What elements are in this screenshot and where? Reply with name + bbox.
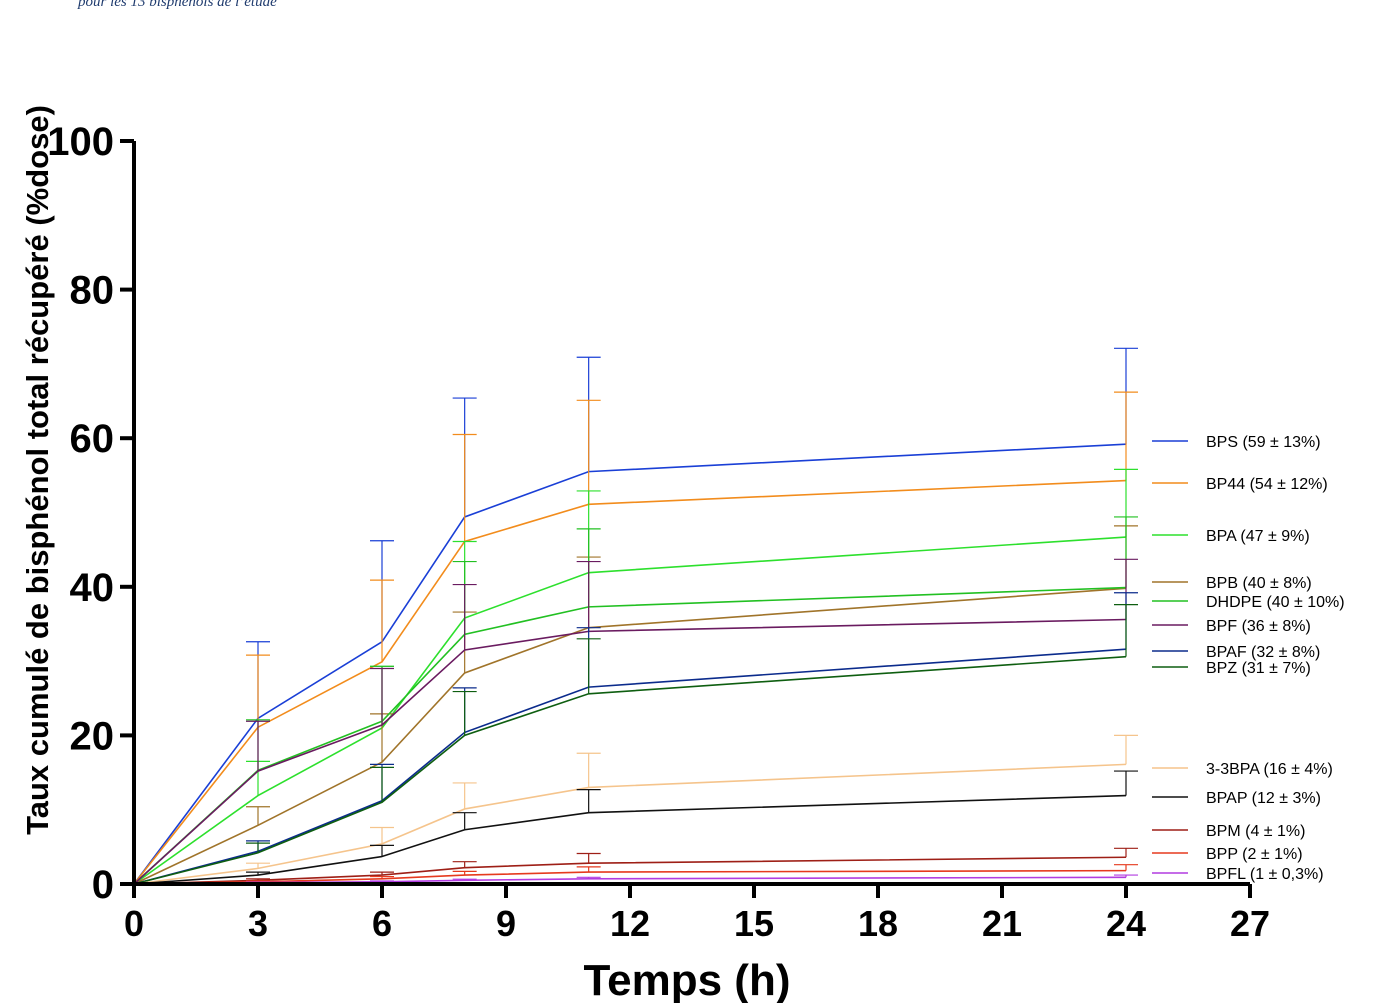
legend-item: BPZ (31 ± 7%) [1152, 660, 1311, 677]
series-line [133, 443, 1127, 885]
legend-item: DHDPE (40 ± 10%) [1152, 594, 1345, 611]
series [133, 468, 1138, 885]
legend-item: BPF (36 ± 8%) [1152, 618, 1311, 635]
series-line [133, 856, 1127, 885]
x-tick-label: 24 [1106, 903, 1146, 944]
series [133, 592, 1138, 885]
x-tick-label: 18 [858, 903, 898, 944]
y-tick-label: 20 [70, 714, 115, 758]
figure-caption: pour les 13 bisphénols de l’étude [78, 0, 277, 10]
x-tick-label: 12 [610, 903, 650, 944]
axes [132, 141, 1250, 886]
series-line [133, 536, 1127, 885]
series-line [133, 586, 1127, 885]
x-tick-label: 21 [982, 903, 1022, 944]
series-line [133, 618, 1127, 885]
legend-label: 3-3BPA (16 ± 4%) [1206, 761, 1333, 778]
legend-item: BPAP (12 ± 3%) [1152, 790, 1321, 807]
series [133, 516, 1138, 885]
y-tick-label: 40 [70, 566, 115, 610]
legend-label: BPAP (12 ± 3%) [1206, 790, 1321, 807]
series-line [133, 655, 1127, 885]
legend-item: BPS (59 ± 13%) [1152, 434, 1321, 451]
series [133, 525, 1138, 885]
legend-item: BPAF (32 ± 8%) [1152, 644, 1320, 661]
series [133, 558, 1138, 885]
legend-label: BPA (47 ± 9%) [1206, 528, 1310, 545]
x-tick-label: 6 [372, 903, 392, 944]
x-axis-title: Temps (h) [584, 956, 791, 1003]
x-tick-label: 27 [1230, 903, 1270, 944]
series-layer [133, 347, 1138, 885]
y-tick-label: 0 [92, 863, 114, 907]
legend-item: BPFL (1 ± 0,3%) [1152, 866, 1324, 883]
legend-item: 3-3BPA (16 ± 4%) [1152, 761, 1333, 778]
legend-label: BPM (4 ± 1%) [1206, 823, 1305, 840]
legend-item: BPP (2 ± 1%) [1152, 846, 1303, 863]
y-tick-label: 60 [70, 417, 115, 461]
legend: BPS (59 ± 13%) BP44 (54 ± 12%) BPA (47 ± 9… [1152, 434, 1345, 883]
series [133, 734, 1138, 885]
legend-label: BPZ (31 ± 7%) [1206, 660, 1311, 677]
series [133, 847, 1138, 885]
legend-label: BPP (2 ± 1%) [1206, 846, 1303, 863]
series [133, 770, 1138, 885]
series-line [133, 648, 1127, 885]
legend-label: BP44 (54 ± 12%) [1206, 476, 1328, 493]
x-tick-label: 3 [248, 903, 268, 944]
series-line [133, 763, 1127, 885]
series-line [133, 794, 1127, 885]
legend-label: BPAF (32 ± 8%) [1206, 644, 1320, 661]
legend-label: BPS (59 ± 13%) [1206, 434, 1321, 451]
series [133, 347, 1138, 885]
y-tick-label: 80 [70, 269, 115, 313]
legend-item: BP44 (54 ± 12%) [1152, 476, 1328, 493]
legend-item: BPB (40 ± 8%) [1152, 575, 1312, 592]
series [133, 604, 1138, 885]
series-line [133, 479, 1127, 885]
legend-item: BPM (4 ± 1%) [1152, 823, 1305, 840]
legend-label: BPFL (1 ± 0,3%) [1206, 866, 1324, 883]
legend-label: BPF (36 ± 8%) [1206, 618, 1311, 635]
legend-item: BPA (47 ± 9%) [1152, 528, 1310, 545]
series [133, 864, 1138, 885]
legend-label: DHDPE (40 ± 10%) [1206, 594, 1345, 611]
y-tick-label: 100 [47, 120, 114, 164]
x-tick-label: 0 [124, 903, 144, 944]
x-tick-label: 15 [734, 903, 774, 944]
tick-labels: 0 20 40 60 80 100 0 3 6 9 12 15 18 21 24 27 [47, 120, 1270, 944]
series [133, 391, 1138, 885]
series-line [133, 587, 1127, 885]
x-tick-label: 9 [496, 903, 516, 944]
y-axis-title: Taux cumulé de bisphénol total récupéré … [20, 105, 55, 835]
legend-label: BPB (40 ± 8%) [1206, 575, 1312, 592]
